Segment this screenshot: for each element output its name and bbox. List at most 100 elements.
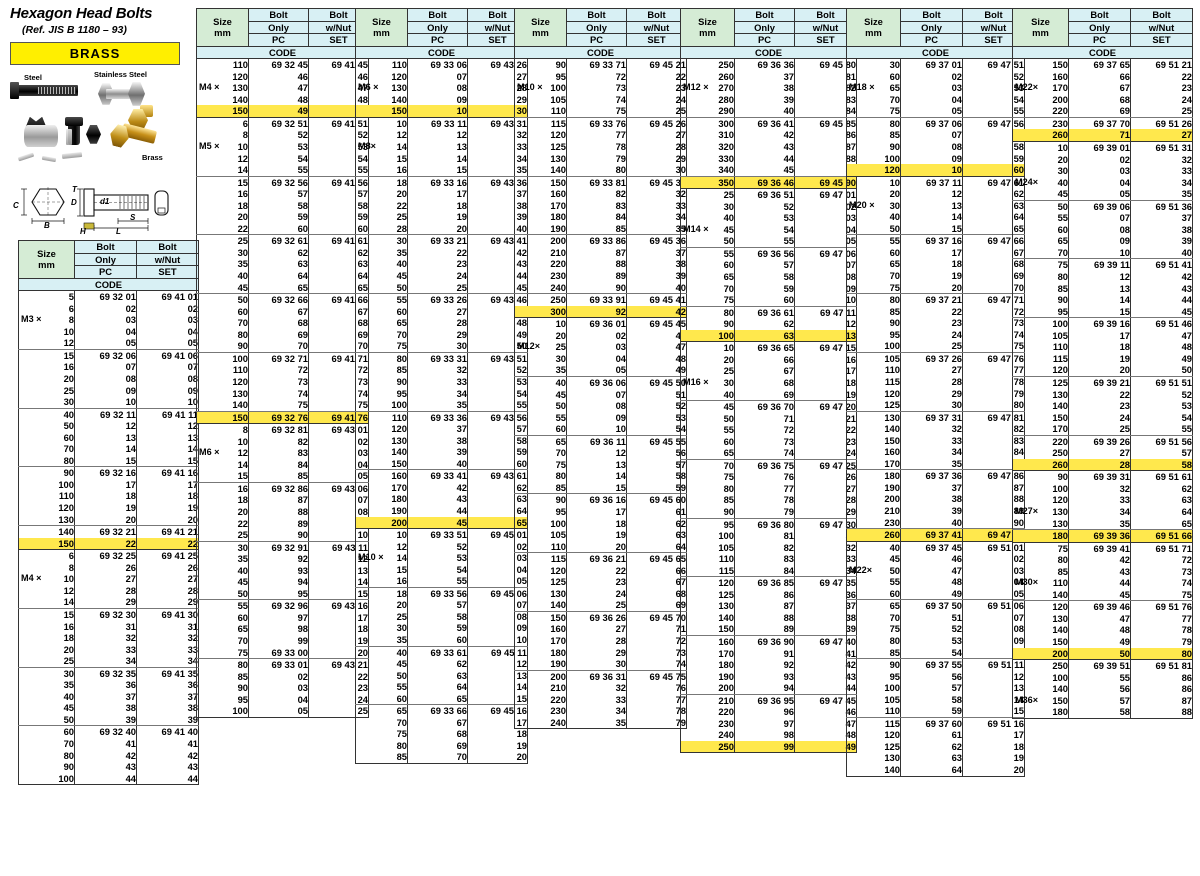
dim-label-H: H (80, 226, 86, 236)
bolt-only-code-cell: 96 (734, 706, 795, 718)
size-cell: 10 (18, 325, 75, 338)
table-row: 180 92 42 (680, 659, 857, 671)
size-cell: M5 × 10 (196, 141, 249, 153)
bolt-with-nut-code-cell: 14 (136, 443, 199, 455)
table-row: 170 83 33 (514, 199, 687, 212)
bolt-only-code-cell: 77 (734, 482, 795, 495)
size-cell: 280 (680, 93, 735, 106)
table-row: 140 39 59 (355, 446, 528, 458)
bolt-with-nut-code-cell: 05 (136, 337, 199, 350)
header-bolt-only-2: Only (74, 252, 137, 267)
bolt-only-code-cell: 47 (248, 82, 309, 94)
size-cell: 15 (18, 349, 75, 362)
table-row: 80 69 37 21 69 47 71 (846, 293, 1025, 306)
size-cell: 105 (514, 529, 567, 541)
size-cell: 170 (355, 481, 408, 494)
spec-table-col6: Size mm Bolt Bolt Only w/Nut PC SET CODE… (846, 8, 1025, 777)
table-row: 60 73 23 (680, 435, 857, 448)
table-row: 250 99 49 (680, 740, 857, 754)
bolt-with-nut-code-cell: 42 (136, 749, 199, 762)
bolt-only-code-cell: 38 (74, 702, 137, 714)
spec-table-col3: Size mm Bolt Bolt Only w/Nut PC SET CODE… (355, 8, 528, 765)
bolt-only-code-cell: 85 (248, 470, 309, 483)
header-bolt-only-2: Only (900, 20, 963, 35)
table-row: 150 89 39 (680, 623, 857, 636)
size-cell: 140 (196, 399, 249, 412)
bolt-only-code-cell: 69 36 41 (734, 117, 795, 130)
size-cell: 210 (514, 682, 567, 694)
bolt-with-nut-code-cell: 74 (626, 658, 687, 671)
table-row: 85 78 28 (680, 494, 857, 506)
bolt-only-code-cell: 69 32 01 (74, 290, 137, 303)
table-row: 10 69 33 11 69 43 31 (355, 117, 528, 130)
size-cell: 170 (514, 634, 567, 647)
table-row: 140 69 32 21 69 41 21 (18, 525, 199, 538)
size-cell: 110 (846, 705, 901, 718)
table-row: 55 69 33 26 69 43 46 (355, 293, 528, 306)
bolt-only-code-cell: 69 36 11 (566, 435, 627, 448)
header-set: SET (136, 265, 199, 279)
table-row: 15 85 05 (196, 470, 369, 483)
table-row: 65 28 48 (355, 317, 528, 329)
thread-label: M24× (1015, 176, 1039, 187)
bolt-only-code-cell: 22 (1068, 388, 1131, 401)
table-row: 60 10 54 (514, 423, 687, 436)
bolt-with-nut-code-cell: 25 (1130, 105, 1193, 118)
bolt-only-code-cell: 69 33 41 (407, 469, 468, 482)
size-cell: 180 (680, 659, 735, 671)
table-row: 220 88 38 (514, 258, 687, 271)
size-cell: 45 (196, 281, 249, 295)
header-set: SET (308, 33, 369, 47)
size-cell: 30 (196, 541, 249, 554)
bolt-only-code-cell: 07 (1068, 212, 1131, 224)
table-row: 180 43 63 (355, 493, 528, 505)
size-cell: 330 (680, 152, 735, 165)
bolt-with-nut-code-cell: 69 51 81 (1130, 659, 1193, 672)
size-cell: 35 (355, 633, 408, 647)
table-row: 100 35 55 (355, 399, 528, 412)
bolt-only-code-cell: 69 36 61 (734, 306, 795, 319)
header-pc: PC (407, 33, 468, 47)
table-row: 80 42 72 (1012, 554, 1193, 566)
header-code: CODE (680, 45, 857, 60)
bolt-only-code-cell: 49 (248, 105, 309, 118)
table-row: 18 69 33 56 69 45 06 (355, 587, 528, 600)
bolt-with-nut-code-cell: 03 (136, 314, 199, 326)
bolt-only-code-cell: 05 (900, 105, 963, 118)
table-row: 90 23 73 (846, 317, 1025, 329)
bolt-only-code-cell: 69 37 21 (900, 293, 963, 306)
bolt-only-code-cell: 32 (407, 364, 468, 376)
header-bolt-only-1: Bolt (734, 8, 795, 22)
table-row: 30 69 32 35 69 41 35 (18, 667, 199, 680)
table-header-row-4: CODE (680, 45, 857, 60)
size-cell: 80 (846, 293, 901, 306)
table-row: 1008131 (680, 530, 857, 542)
bolt-only-code-cell: 02 (900, 70, 963, 83)
table-row: 20 59 59 (196, 211, 369, 223)
table-row: 200 45 65 (355, 516, 528, 530)
table-row: 140 64 20 (846, 764, 1025, 777)
bolt-with-nut-code-cell: 80 (1130, 647, 1193, 661)
table-row: 18 58 58 (196, 199, 369, 212)
bolt-only-code-cell: 52 (248, 129, 309, 142)
standard-reference: (Ref. JIS B 1180 – 93) (22, 23, 127, 36)
table-row: 65 69 33 66 69 45 16 (355, 704, 528, 717)
size-cell: 75 (846, 623, 901, 635)
bolt-only-code-cell: 08 (900, 141, 963, 153)
bolt-only-code-cell: 69 37 16 (900, 234, 963, 247)
bolt-only-code-cell: 17 (1068, 329, 1131, 342)
size-cell: 300 (680, 117, 735, 130)
bolt-with-nut-code-cell: 49 (1130, 352, 1193, 365)
bolt-only-code-cell: 35 (566, 716, 627, 730)
table-row: M18 × 65 03 53 (846, 82, 1025, 94)
bolt-with-nut-code-cell: 42 (1130, 271, 1193, 283)
bolt-only-code-cell: 10 (407, 105, 468, 118)
bolt-with-nut-code-cell: 59 (626, 481, 687, 495)
size-cell: 20 (196, 505, 249, 518)
bolt-only-code-cell: 10 (74, 396, 137, 409)
bolt-with-nut-code-cell: 64 (626, 540, 687, 554)
bolt-with-nut-code-cell: 43 (136, 761, 199, 773)
table-row: 150 40 60 (355, 457, 528, 471)
bolt-only-code-cell: 59 (248, 211, 309, 223)
size-cell: 60 (846, 70, 901, 83)
